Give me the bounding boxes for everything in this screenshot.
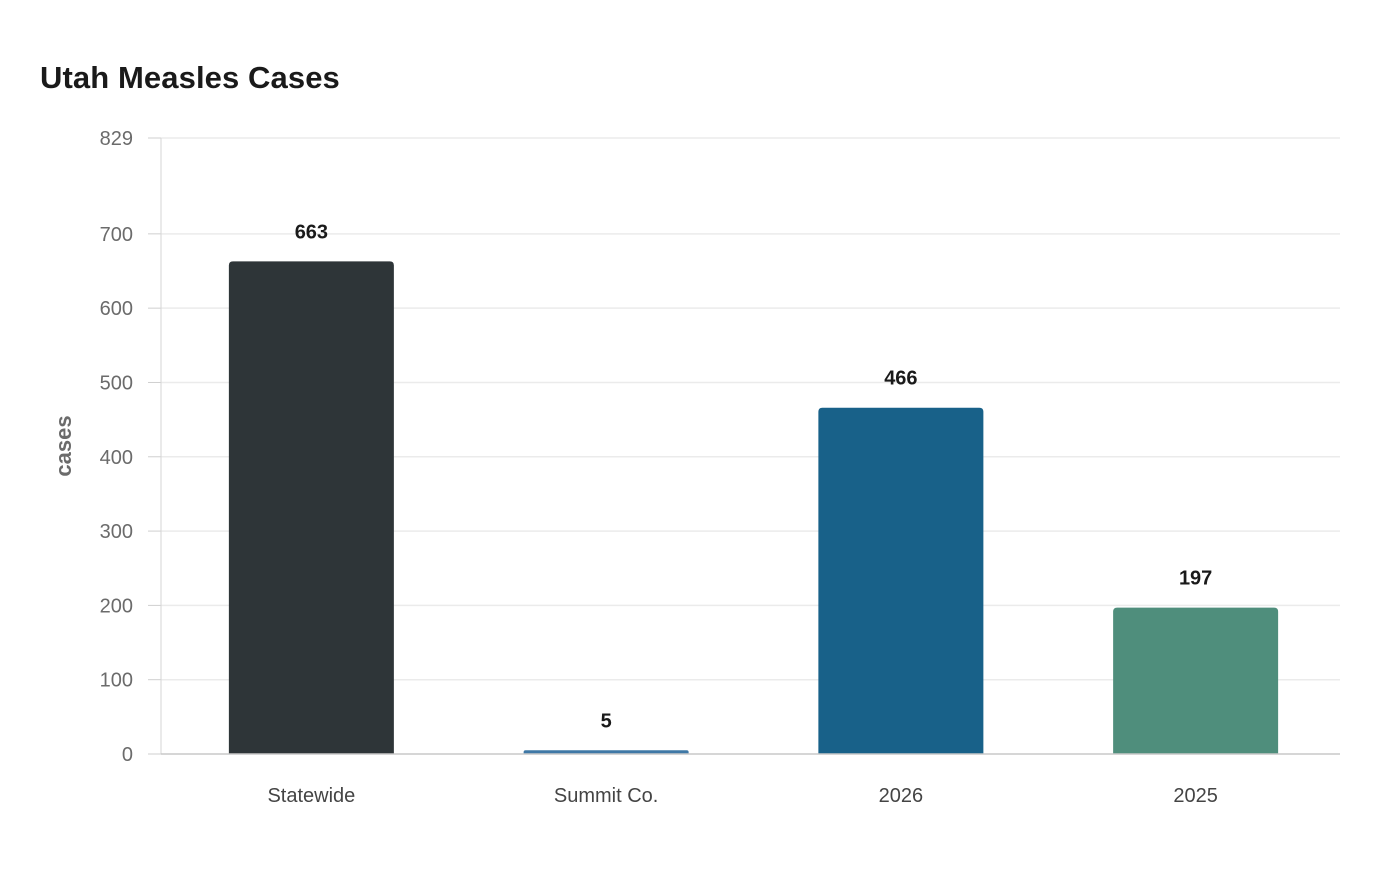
y-tick-label: 829 bbox=[100, 128, 133, 150]
chart-title: Utah Measles Cases bbox=[40, 60, 340, 95]
value-labels: 663 5 466 197 bbox=[295, 221, 1213, 732]
x-category-label: Summit Co. bbox=[554, 785, 658, 807]
y-tick-label: 600 bbox=[100, 298, 133, 320]
x-axis-categories: Statewide Summit Co. 2026 2025 bbox=[267, 785, 1217, 807]
y-tick-label: 300 bbox=[100, 521, 133, 543]
x-category-label: Statewide bbox=[267, 785, 355, 807]
bar-value-label: 663 bbox=[295, 221, 328, 243]
y-tick-label: 500 bbox=[100, 372, 133, 394]
y-tick-label: 100 bbox=[100, 670, 133, 692]
y-tick-label: 400 bbox=[100, 447, 133, 469]
bar-value-label: 5 bbox=[601, 710, 612, 732]
y-tick-label: 700 bbox=[100, 224, 133, 246]
bar-2025 bbox=[1113, 607, 1279, 754]
bar-summit-co bbox=[523, 750, 689, 754]
bar-statewide bbox=[228, 261, 394, 754]
x-category-label: 2026 bbox=[879, 785, 924, 807]
bar-value-label: 466 bbox=[884, 368, 917, 390]
y-axis-ticks: 0 100 200 300 400 500 600 700 829 bbox=[100, 128, 161, 766]
y-tick-label: 200 bbox=[100, 595, 133, 617]
x-category-label: 2025 bbox=[1173, 785, 1218, 807]
bar-2026 bbox=[818, 407, 984, 754]
y-tick-label: 0 bbox=[122, 744, 133, 766]
bar-value-label: 197 bbox=[1179, 568, 1212, 590]
bars bbox=[228, 261, 1279, 754]
y-axis-title: cases bbox=[51, 415, 76, 476]
